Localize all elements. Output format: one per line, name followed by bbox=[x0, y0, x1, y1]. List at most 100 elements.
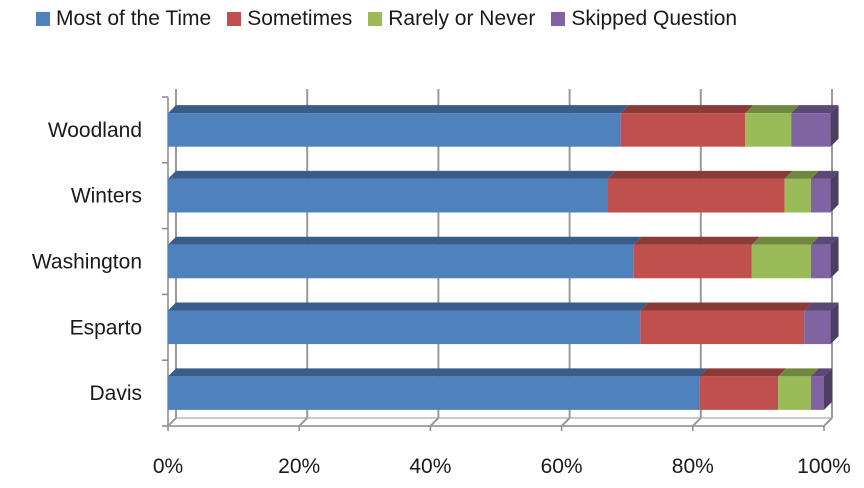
x-tick-label: 40% bbox=[409, 455, 451, 478]
bar-front-face bbox=[620, 113, 746, 147]
bar-top-face bbox=[620, 105, 754, 114]
category-label: Woodland bbox=[48, 119, 142, 142]
bars bbox=[168, 105, 839, 410]
legend: Most of the Time Sometimes Rarely or Never… bbox=[36, 4, 737, 34]
bar-segment-sometimes bbox=[633, 236, 760, 279]
bar-segment-sometimes bbox=[640, 302, 813, 345]
bar-front-face bbox=[778, 376, 811, 410]
legend-label: Rarely or Never bbox=[388, 7, 536, 30]
bar-top-face bbox=[745, 105, 800, 114]
bar-top-face bbox=[168, 170, 616, 179]
legend-label: Sometimes bbox=[247, 7, 353, 30]
bar-front-face bbox=[168, 113, 621, 147]
bar-segment-most-of-the-time bbox=[168, 302, 649, 345]
x-tick-labels: 0% 20% 40% 60% 80% 100% bbox=[153, 455, 851, 478]
bar-front-face bbox=[640, 310, 805, 345]
bar-segment-skipped-question bbox=[810, 236, 839, 279]
bar-side-face bbox=[830, 105, 839, 147]
gridline-floor bbox=[560, 417, 571, 427]
bar-front-face bbox=[168, 376, 700, 410]
category-labels: Woodland Winters Washington Esparto Davis bbox=[32, 119, 142, 405]
bar-row-winters bbox=[168, 170, 839, 213]
legend-item-most-of-the-time: Most of the Time bbox=[36, 7, 211, 31]
legend-swatch bbox=[368, 12, 383, 26]
bar-top-face bbox=[168, 105, 629, 114]
bar-segment-rarely-or-never bbox=[745, 105, 800, 147]
x-tick-label: 60% bbox=[541, 455, 583, 478]
bar-segment-skipped-question bbox=[791, 105, 839, 147]
bar-top-face bbox=[607, 170, 793, 179]
bar-segment-rarely-or-never bbox=[784, 170, 819, 213]
bar-segment-most-of-the-time bbox=[168, 105, 629, 147]
bar-front-face bbox=[810, 178, 831, 213]
gridline-floor bbox=[429, 417, 440, 427]
bar-front-face bbox=[751, 244, 811, 279]
category-label: Washington bbox=[32, 251, 142, 274]
bar-top-face bbox=[633, 236, 760, 245]
legend-item-skipped-question: Skipped Question bbox=[551, 7, 737, 31]
bar-top-face bbox=[640, 302, 813, 311]
bar-front-face bbox=[168, 244, 634, 279]
bar-front-face bbox=[791, 113, 831, 147]
bar-side-face bbox=[824, 368, 832, 410]
legend-item-rarely-or-never: Rarely or Never bbox=[368, 7, 535, 31]
bar-segment-sometimes bbox=[607, 170, 793, 213]
bar-segment-sometimes bbox=[620, 105, 754, 147]
gridline-floor bbox=[298, 417, 308, 427]
bar-top-face bbox=[810, 236, 839, 245]
bar-row-washington bbox=[168, 236, 839, 279]
x-tick-label: 100% bbox=[797, 455, 851, 478]
legend-swatch bbox=[551, 12, 566, 26]
bar-side-face bbox=[830, 170, 839, 213]
bar-front-face bbox=[810, 376, 824, 410]
bar-top-face bbox=[751, 236, 819, 245]
category-label: Esparto bbox=[70, 316, 142, 339]
bar-front-face bbox=[633, 244, 752, 279]
bar-front-face bbox=[607, 178, 785, 213]
bar-segment-skipped-question bbox=[810, 368, 832, 410]
bar-side-face bbox=[830, 302, 839, 345]
x-tick-label: 20% bbox=[278, 455, 320, 478]
gridline-floor bbox=[823, 417, 833, 427]
legend-item-sometimes: Sometimes bbox=[227, 7, 352, 31]
bar-top-face bbox=[168, 368, 708, 377]
bar-top-face bbox=[778, 368, 819, 377]
x-tick-label: 80% bbox=[672, 455, 714, 478]
bar-front-face bbox=[699, 376, 779, 410]
gridline-floor bbox=[692, 417, 702, 427]
legend-swatch bbox=[227, 12, 242, 26]
bar-row-davis bbox=[168, 368, 832, 410]
bar-top-face bbox=[784, 170, 819, 179]
bar-front-face bbox=[745, 113, 792, 147]
bar-front-face bbox=[784, 178, 811, 213]
category-label: Winters bbox=[71, 185, 142, 208]
bar-top-face bbox=[810, 368, 832, 377]
bar-row-woodland bbox=[168, 105, 839, 147]
legend-label: Most of the Time bbox=[56, 7, 212, 30]
bar-segment-sometimes bbox=[699, 368, 787, 410]
bar-segment-most-of-the-time bbox=[168, 236, 642, 279]
bar-segment-rarely-or-never bbox=[778, 368, 819, 410]
bar-top-face bbox=[791, 105, 839, 114]
category-label: Davis bbox=[89, 382, 142, 405]
bar-top-face bbox=[804, 302, 839, 311]
legend-swatch bbox=[36, 12, 50, 26]
bar-front-face bbox=[168, 178, 608, 213]
bar-row-esparto bbox=[168, 302, 839, 345]
bar-side-face bbox=[830, 236, 839, 279]
bar-segment-skipped-question bbox=[804, 302, 839, 345]
legend-label: Skipped Question bbox=[571, 7, 738, 30]
bar-top-face bbox=[699, 368, 787, 377]
bar-front-face bbox=[804, 310, 831, 345]
bar-segment-rarely-or-never bbox=[751, 236, 819, 279]
bar-front-face bbox=[810, 244, 831, 279]
x-tick-label: 0% bbox=[153, 455, 183, 478]
bar-segment-most-of-the-time bbox=[168, 368, 708, 410]
bar-segment-most-of-the-time bbox=[168, 170, 616, 213]
bar-top-face bbox=[168, 302, 649, 311]
bar-segment-skipped-question bbox=[810, 170, 839, 213]
bar-top-face bbox=[168, 236, 642, 245]
gridline-floor bbox=[167, 417, 177, 427]
